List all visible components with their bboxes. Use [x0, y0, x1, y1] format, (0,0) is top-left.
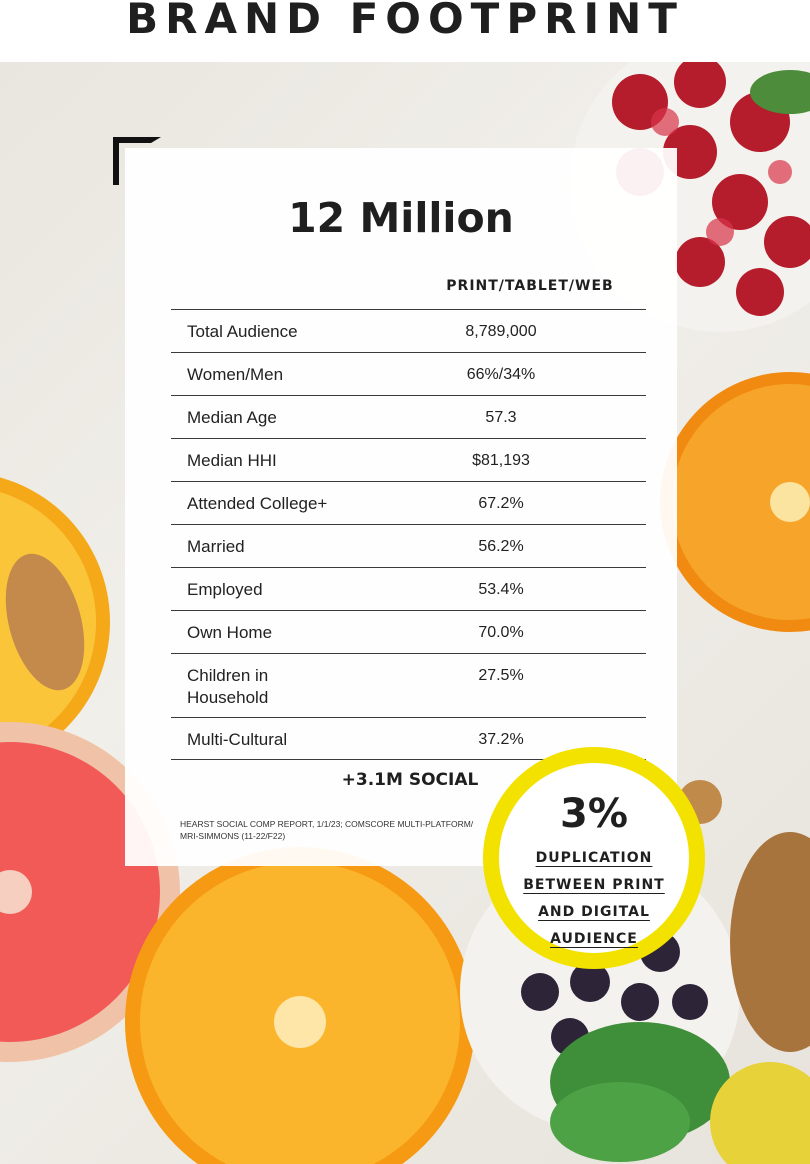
audience-stats-card: 12 Million PRINT/TABLET/WEB Total Audien… [125, 148, 677, 866]
row-value: 27.5% [478, 667, 524, 684]
duplication-badge: 3% DUPLICATION BETWEEN PRINT AND DIGITAL… [483, 747, 705, 969]
source-note: HEARST SOCIAL COMP REPORT, 1/1/23; COMSC… [180, 819, 474, 841]
row-label: Married [187, 537, 245, 556]
row-label: Employed [187, 580, 263, 599]
social-audience: +3.1M SOCIAL [341, 770, 479, 790]
badge-line: DUPLICATION [535, 850, 653, 866]
table-row: Multi-Cultural 37.2% [171, 717, 646, 760]
table-row: Attended College+ 67.2% [171, 481, 646, 524]
badge-caption: DUPLICATION BETWEEN PRINT AND DIGITAL AU… [509, 845, 679, 953]
row-label: Multi-Cultural [187, 730, 288, 749]
row-value: 70.0% [478, 624, 524, 641]
badge-percent: 3% [560, 791, 628, 837]
page-title: BRAND FOOTPRINT [126, 0, 684, 43]
row-value: 57.3 [485, 409, 517, 426]
table-row: Median HHI $81,193 [171, 438, 646, 481]
row-label: Total Audience [187, 322, 298, 341]
table-row: Total Audience 8,789,000 [171, 309, 646, 352]
row-label: Women/Men [187, 365, 284, 384]
row-label: Attended College+ [187, 494, 328, 513]
table-row: Own Home 70.0% [171, 610, 646, 653]
table-row: Married 56.2% [171, 524, 646, 567]
stats-table: Total Audience 8,789,000 Women/Men 66%/3… [171, 309, 646, 760]
row-value: 53.4% [478, 581, 524, 598]
row-value: 56.2% [478, 538, 524, 555]
badge-line: BETWEEN PRINT [523, 877, 665, 893]
badge-inner: 3% DUPLICATION BETWEEN PRINT AND DIGITAL… [499, 763, 689, 953]
row-label: Children in Household [187, 666, 269, 707]
table-row: Women/Men 66%/34% [171, 352, 646, 395]
column-header: PRINT/TABLET/WEB [446, 278, 614, 294]
row-value: $81,193 [472, 452, 530, 469]
table-row: Median Age 57.3 [171, 395, 646, 438]
row-value: 67.2% [478, 495, 524, 512]
row-value: 66%/34% [466, 366, 536, 383]
header: BRAND FOOTPRINT [0, 0, 810, 62]
table-row: Children in Household 27.5% [171, 653, 646, 717]
total-audience-headline: 12 Million [288, 194, 514, 242]
corner-bracket-icon [113, 137, 161, 185]
row-label: Median Age [187, 408, 277, 427]
row-value: 8,789,000 [465, 323, 537, 340]
badge-line: AUDIENCE [550, 931, 638, 947]
table-row: Employed 53.4% [171, 567, 646, 610]
row-label: Median HHI [187, 451, 277, 470]
row-label: Own Home [187, 623, 273, 642]
badge-line: AND DIGITAL [538, 904, 650, 920]
row-value: 37.2% [478, 731, 524, 748]
